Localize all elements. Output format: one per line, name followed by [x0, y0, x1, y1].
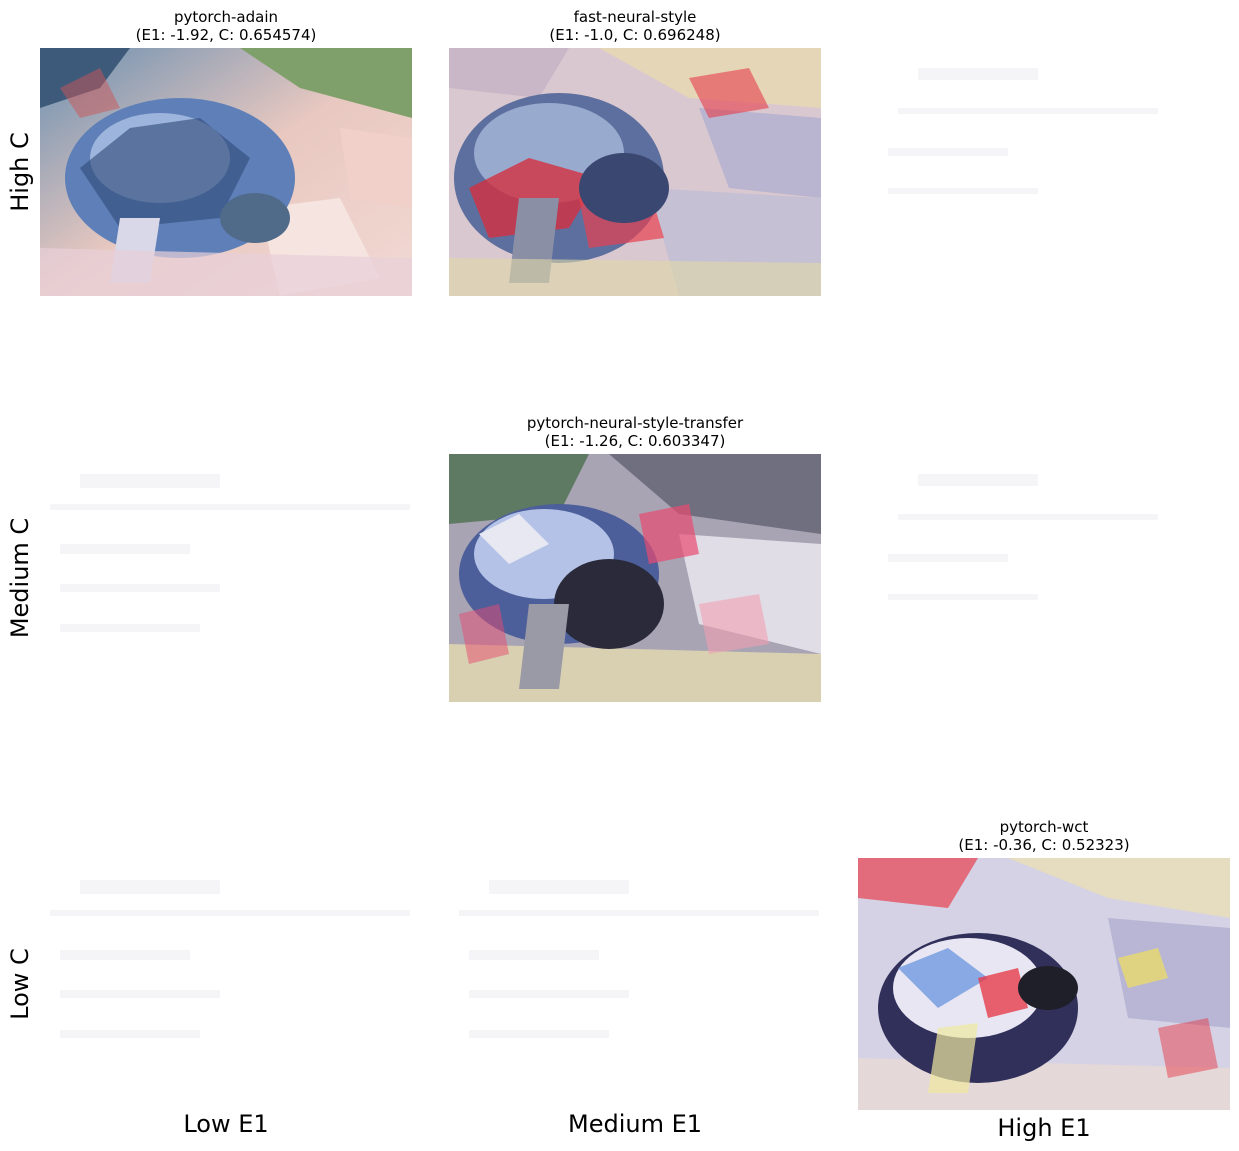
faded-placeholder-image: [449, 860, 821, 1108]
stylized-image-pytorch-adain: [40, 48, 412, 296]
stylized-image-pytorch-wct: [858, 858, 1230, 1110]
method-name: fast-neural-style: [573, 8, 697, 26]
method-name: pytorch-adain: [173, 8, 279, 26]
method-name: pytorch-wct: [999, 818, 1089, 836]
faded-placeholder-image: [40, 454, 412, 702]
method-metrics: (E1: -0.36, C: 0.52323): [958, 836, 1130, 854]
col-label-low-e1: Low E1: [183, 1110, 269, 1138]
faded-placeholder-image: [858, 48, 1230, 296]
method-name: pytorch-neural-style-transfer: [526, 414, 744, 432]
method-metrics: (E1: -1.0, C: 0.696248): [549, 26, 721, 44]
col-label-high-e1: High E1: [997, 1114, 1091, 1142]
faded-placeholder-image: [40, 860, 412, 1108]
cell-title-pytorch-neural-style-transfer: pytorch-neural-style-transfer (E1: -1.26…: [449, 414, 821, 450]
method-metrics: (E1: -1.26, C: 0.603347): [544, 432, 726, 450]
row-label-high-c: High C: [6, 132, 34, 212]
cell-title-pytorch-adain: pytorch-adain (E1: -1.92, C: 0.654574): [40, 8, 412, 44]
method-metrics: (E1: -1.92, C: 0.654574): [135, 26, 317, 44]
cell-title-pytorch-wct: pytorch-wct (E1: -0.36, C: 0.52323): [858, 818, 1230, 854]
row-label-low-c: Low C: [6, 948, 34, 1020]
faded-placeholder-image: [858, 454, 1230, 702]
stylized-image-pytorch-neural-style-transfer: [449, 454, 821, 702]
row-label-medium-c: Medium C: [6, 517, 34, 639]
cell-title-fast-neural-style: fast-neural-style (E1: -1.0, C: 0.696248…: [449, 8, 821, 44]
stylized-image-fast-neural-style: [449, 48, 821, 296]
col-label-medium-e1: Medium E1: [567, 1110, 703, 1138]
